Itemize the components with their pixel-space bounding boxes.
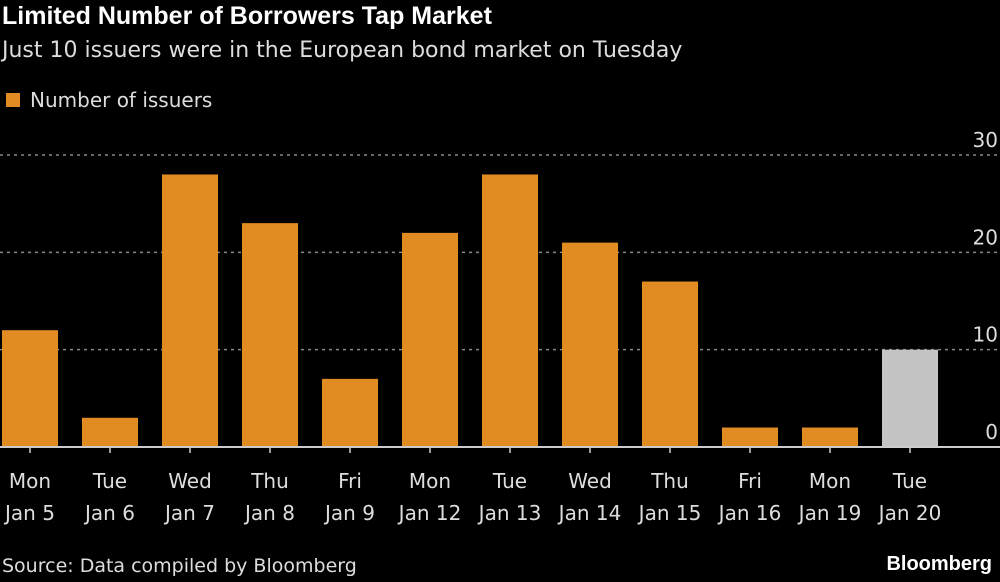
x-tick-label-day: Tue (892, 469, 927, 493)
bar (722, 427, 778, 447)
legend-label: Number of issuers (30, 88, 213, 112)
bar (882, 349, 938, 447)
x-tick-label-day: Wed (568, 469, 612, 493)
source-note: Source: Data compiled by Bloomberg (2, 555, 357, 577)
x-tick-label-day: Fri (738, 469, 762, 493)
x-tick-label-date: Jan 12 (397, 501, 462, 525)
x-tick-label-date: Jan 6 (83, 501, 135, 525)
bar (162, 174, 218, 447)
bar (402, 232, 458, 447)
x-tick-label-day: Fri (338, 469, 362, 493)
chart-subtitle: Just 10 issuers were in the European bon… (2, 38, 683, 63)
bar (562, 242, 618, 447)
legend-swatch (6, 93, 20, 107)
x-tick-label-date: Jan 13 (477, 501, 542, 525)
bar (242, 223, 298, 447)
x-tick-label-date: Jan 20 (877, 501, 942, 525)
y-tick-label: 10 (973, 323, 998, 347)
y-tick-label: 20 (973, 225, 998, 249)
x-tick-label-date: Jan 19 (797, 501, 862, 525)
x-tick-label-date: Jan 14 (557, 501, 622, 525)
x-tick-label-date: Jan 15 (637, 501, 702, 525)
x-tick-label-day: Tue (492, 469, 527, 493)
x-tick-label-date: Jan 8 (243, 501, 295, 525)
x-tick-label-day: Thu (250, 469, 289, 493)
brand-logo: Bloomberg (886, 553, 992, 575)
legend: Number of issuers (6, 88, 212, 112)
bar (482, 174, 538, 447)
x-tick-label-date: Jan 16 (717, 501, 782, 525)
bar (802, 427, 858, 447)
bar (322, 378, 378, 447)
x-tick-label-day: Mon (409, 469, 451, 493)
y-tick-label: 30 (973, 128, 998, 152)
bar (82, 417, 138, 447)
x-tick-label-date: Jan 7 (163, 501, 215, 525)
x-tick-label-day: Tue (92, 469, 127, 493)
x-tick-label-day: Wed (168, 469, 212, 493)
x-tick-label-date: Jan 9 (323, 501, 375, 525)
bar (642, 281, 698, 447)
y-tick-label: 0 (985, 420, 998, 444)
x-tick-label-day: Mon (9, 469, 51, 493)
bar (2, 330, 58, 447)
x-tick-label-day: Thu (650, 469, 689, 493)
chart-title: Limited Number of Borrowers Tap Market (2, 2, 492, 30)
x-tick-label-day: Mon (809, 469, 851, 493)
x-tick-label-date: Jan 5 (3, 501, 55, 525)
